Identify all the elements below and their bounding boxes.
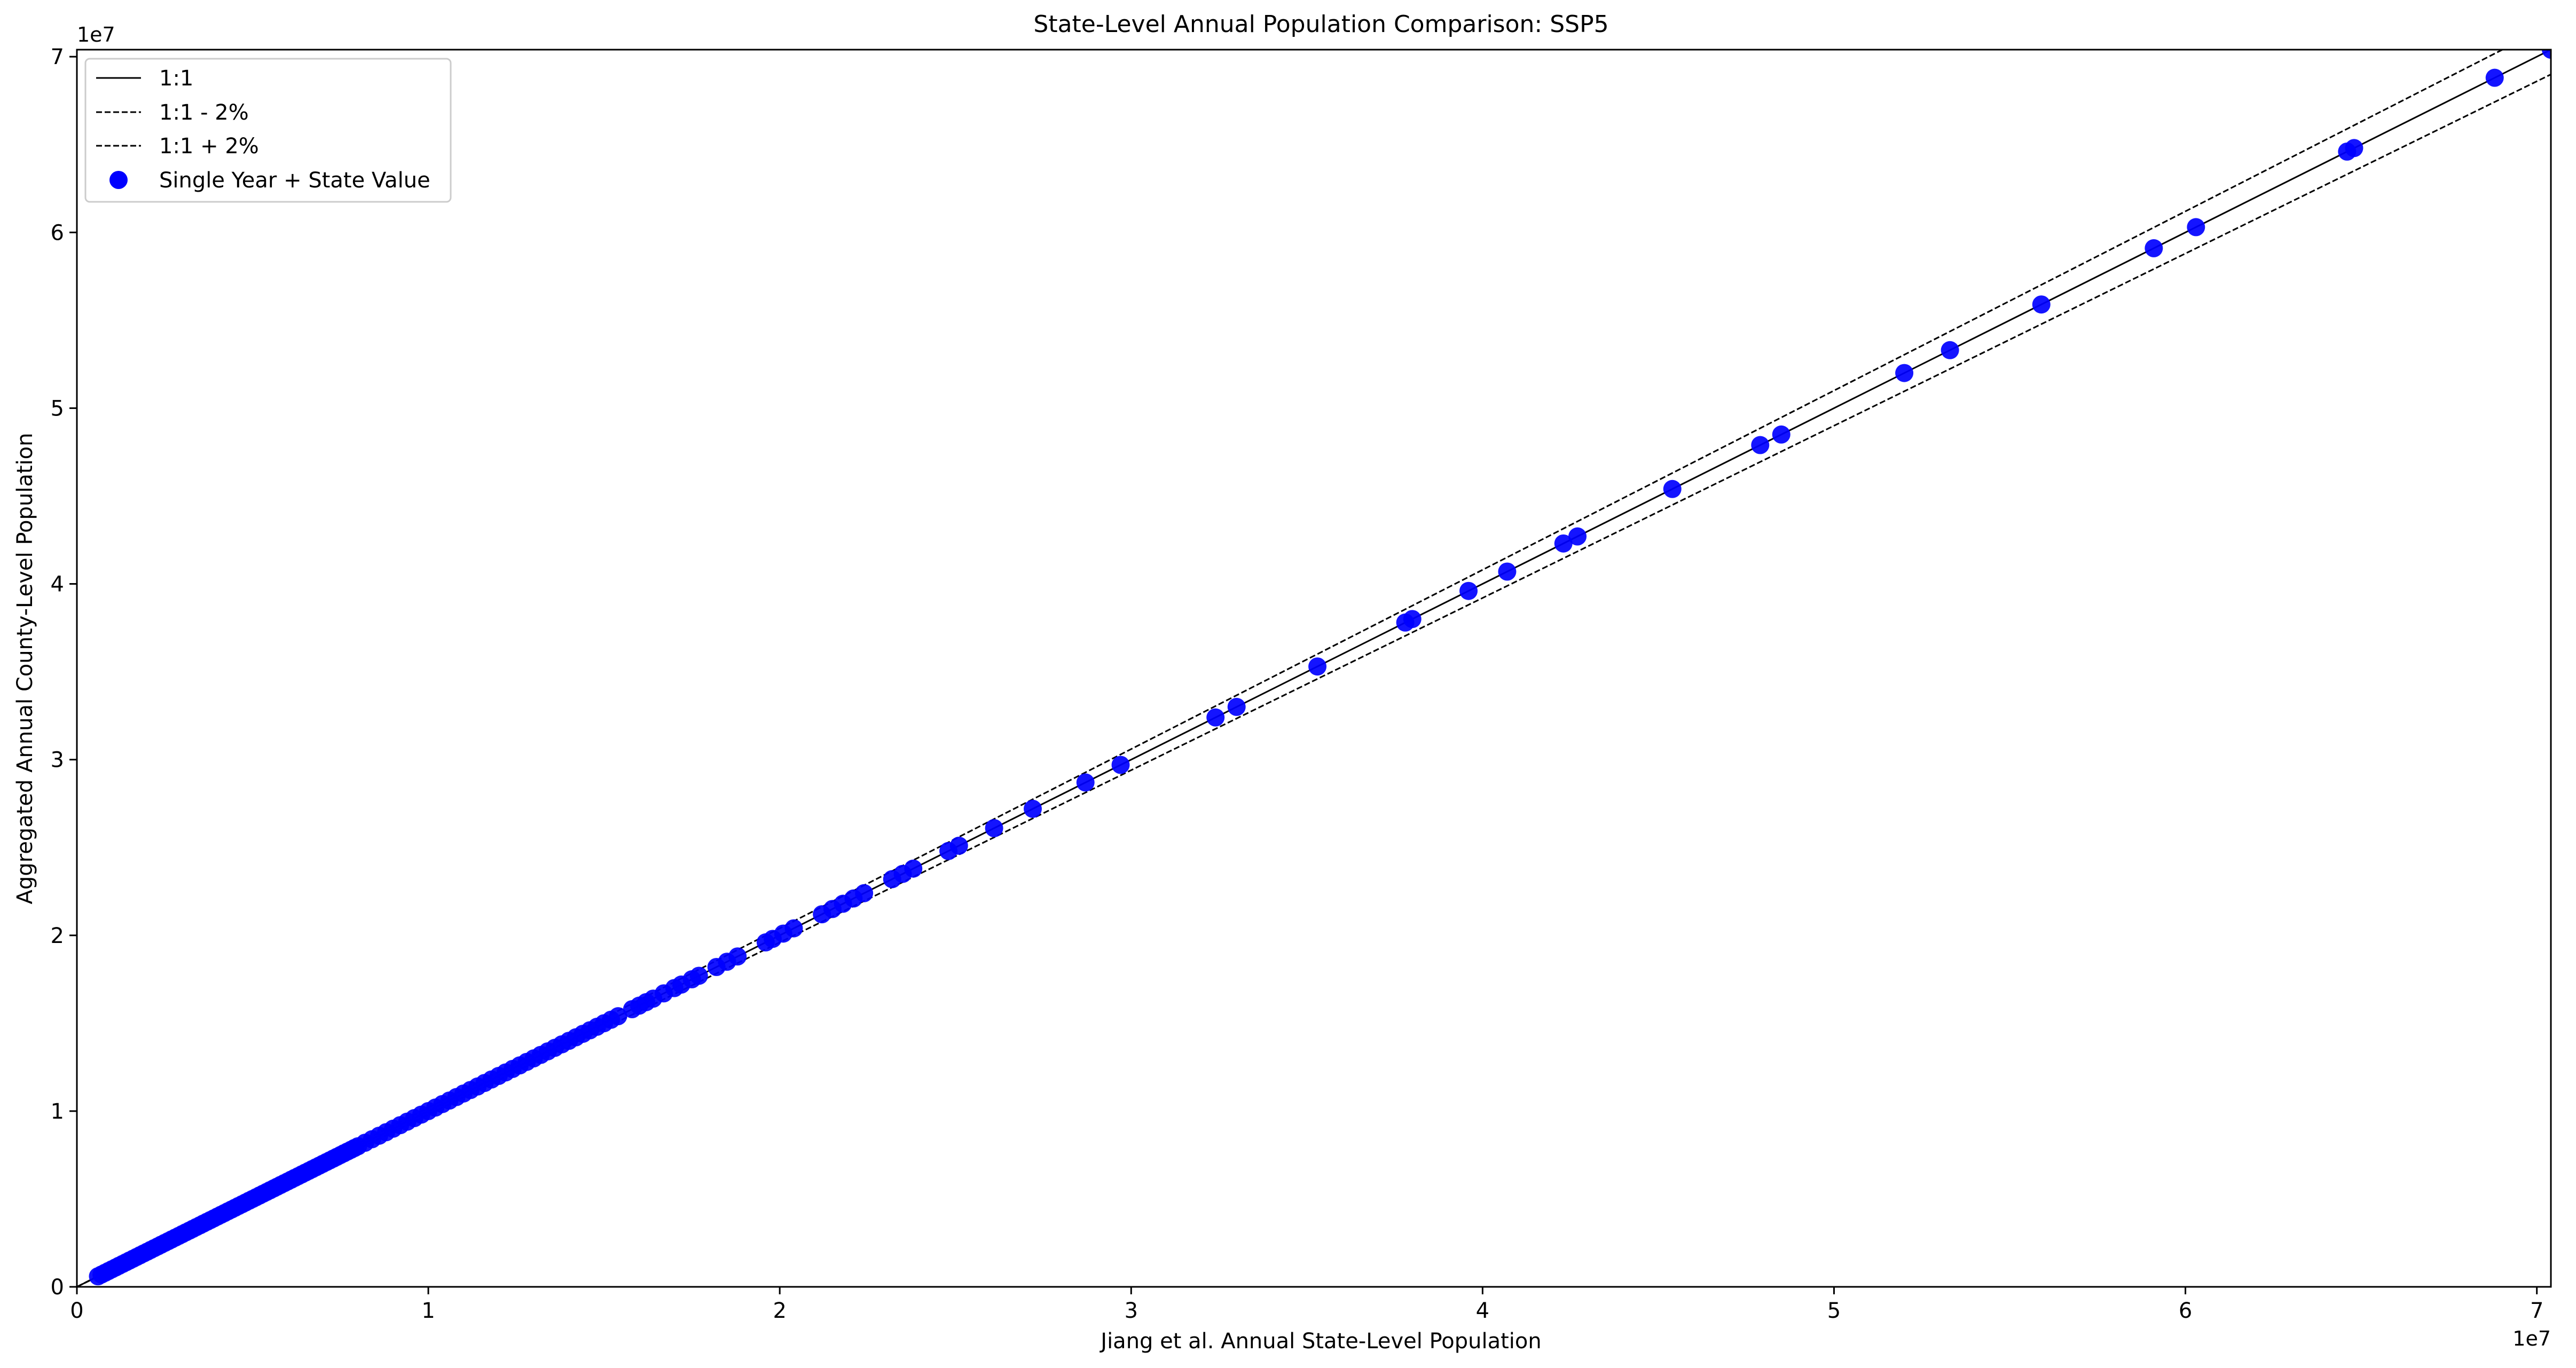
data-point	[784, 919, 803, 938]
data-point	[2345, 139, 2363, 158]
plot-frame	[76, 49, 2552, 1288]
x-axis-label: Jiang et al. Annual State-Level Populati…	[1099, 1329, 1541, 1354]
y-tick-label: 1	[51, 1099, 64, 1124]
data-point	[728, 947, 747, 966]
data-point	[1772, 425, 1790, 444]
data-point	[2485, 68, 2504, 87]
legend-label-points: Single Year + State Value	[159, 168, 430, 193]
legend-marker-points	[109, 171, 128, 189]
data-point	[1568, 527, 1587, 546]
legend-label-minus2: 1:1 - 2%	[159, 100, 249, 125]
x-tick-label: 5	[1827, 1299, 1841, 1323]
x-tick-label: 4	[1476, 1299, 1489, 1323]
legend-box	[84, 58, 452, 203]
data-point	[904, 859, 923, 878]
legend: 1:1 1:1 - 2% 1:1 + 2% Single Year + Stat…	[84, 58, 452, 203]
data-point	[1227, 697, 1246, 716]
y-axis-label: Aggregated Annual County-Level Populatio…	[13, 433, 37, 904]
data-point	[985, 819, 1003, 837]
x-tick-label: 6	[2179, 1299, 2192, 1323]
data-point	[1111, 756, 1130, 774]
y-tick-label: 7	[51, 45, 64, 69]
y-tick-label: 6	[51, 221, 64, 245]
data-point	[855, 884, 874, 902]
data-point	[2542, 50, 2551, 59]
data-point	[1895, 364, 1914, 382]
data-point	[1076, 773, 1095, 792]
data-point	[1459, 581, 1478, 600]
data-point	[689, 966, 708, 985]
y-tick-label: 4	[51, 572, 64, 597]
y-axis: 0 1 2 3 4 5 6 7	[51, 45, 77, 1300]
line-1to1-minus-2pct	[77, 73, 2551, 1287]
x-axis-offset-label: 1e7	[2512, 1327, 2551, 1350]
data-point	[2145, 239, 2163, 257]
data-point	[1554, 534, 1573, 553]
y-tick-label: 2	[51, 924, 64, 948]
x-tick-label: 2	[773, 1299, 786, 1323]
data-point	[1751, 436, 1770, 454]
data-point	[1308, 657, 1327, 676]
y-tick-label: 0	[51, 1275, 64, 1300]
x-tick-label: 3	[1125, 1299, 1138, 1323]
data-point	[1941, 341, 1959, 359]
y-axis-offset-label: 1e7	[77, 23, 115, 46]
y-tick-label: 3	[51, 748, 64, 773]
data-point	[2187, 218, 2205, 237]
legend-label-plus2: 1:1 + 2%	[159, 134, 259, 159]
data-point	[1663, 479, 1682, 498]
data-point	[1403, 610, 1421, 628]
chart-title: State-Level Annual Population Comparison…	[1033, 11, 1608, 38]
data-point	[2032, 295, 2051, 314]
data-point	[1498, 562, 1517, 581]
y-tick-label: 5	[51, 396, 64, 421]
x-tick-label: 0	[70, 1299, 83, 1323]
data-point	[609, 1007, 627, 1026]
scatter-points	[89, 50, 2551, 1286]
data-point	[949, 836, 968, 855]
data-point	[1206, 708, 1225, 727]
data-point	[1024, 799, 1042, 818]
x-tick-label: 7	[2530, 1299, 2543, 1323]
x-axis: 0 1 2 3 4 5 6 7	[70, 1287, 2543, 1323]
legend-label-1to1: 1:1	[159, 66, 193, 91]
x-tick-label: 1	[421, 1299, 435, 1323]
